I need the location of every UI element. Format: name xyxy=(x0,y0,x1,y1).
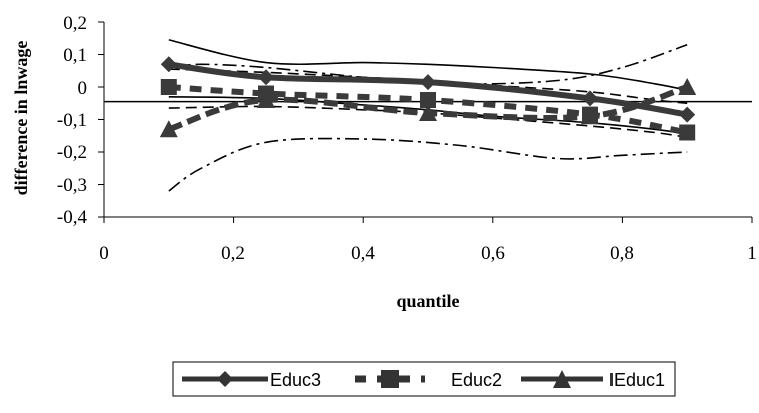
data-point-educ1 xyxy=(159,120,178,138)
legend-label-educ2: Educ2 xyxy=(451,370,502,390)
data-point-educ1 xyxy=(419,104,437,121)
legend-marker-educ2 xyxy=(381,370,399,388)
y-tick-label: -0,4 xyxy=(57,207,88,228)
legend-label-educ1: Educ1 xyxy=(614,370,665,390)
legend-label-educ3: Educ3 xyxy=(270,370,321,390)
data-point-educ2 xyxy=(420,92,436,108)
data-point-educ2 xyxy=(160,79,177,95)
legend-marker-dash-educ1 xyxy=(610,373,613,386)
y-tick-label: -0,1 xyxy=(57,110,87,131)
x-tick-label: 0,8 xyxy=(610,243,634,264)
data-point-educ1 xyxy=(581,107,599,125)
data-point-educ3 xyxy=(420,74,436,91)
x-axis-title: quantile xyxy=(396,291,459,311)
x-tick-labels: 0 0,2 0,4 0,6 0,8 1 xyxy=(99,243,757,264)
y-tick-label: -0,2 xyxy=(57,142,87,163)
legend-marker-educ3 xyxy=(217,371,233,387)
y-tick-label: 0,2 xyxy=(63,13,87,34)
y-tick-labels: 0,2 0,1 0 -0,1 -0,2 -0,3 -0,4 xyxy=(57,13,88,228)
legend-marker-educ1 xyxy=(553,370,571,388)
data-point-educ2 xyxy=(679,124,696,141)
band-lower-line xyxy=(168,137,688,192)
data-point-educ1 xyxy=(678,78,697,95)
data-point-educ3 xyxy=(258,69,274,86)
y-tick-label: -0,3 xyxy=(57,175,87,196)
x-tick-label: 0,2 xyxy=(221,243,245,264)
y-axis-title: difference in lnwage xyxy=(11,41,31,196)
legend: Educ3 Educ2 Educ1 xyxy=(172,361,676,397)
x-tick-label: 0 xyxy=(99,243,109,264)
data-point-educ3 xyxy=(160,56,177,73)
x-tick-label: 0,4 xyxy=(351,243,375,264)
band-upper-line xyxy=(168,39,688,92)
y-tick-label: 0,1 xyxy=(63,45,87,66)
x-tick-label: 0,6 xyxy=(481,243,505,264)
data-point-educ3 xyxy=(679,106,696,123)
data-point-educ1 xyxy=(257,91,275,108)
series-markers xyxy=(159,56,697,141)
x-tick-label: 1 xyxy=(747,243,757,264)
data-point-educ3 xyxy=(582,90,598,107)
y-tick-label: 0 xyxy=(78,78,88,99)
